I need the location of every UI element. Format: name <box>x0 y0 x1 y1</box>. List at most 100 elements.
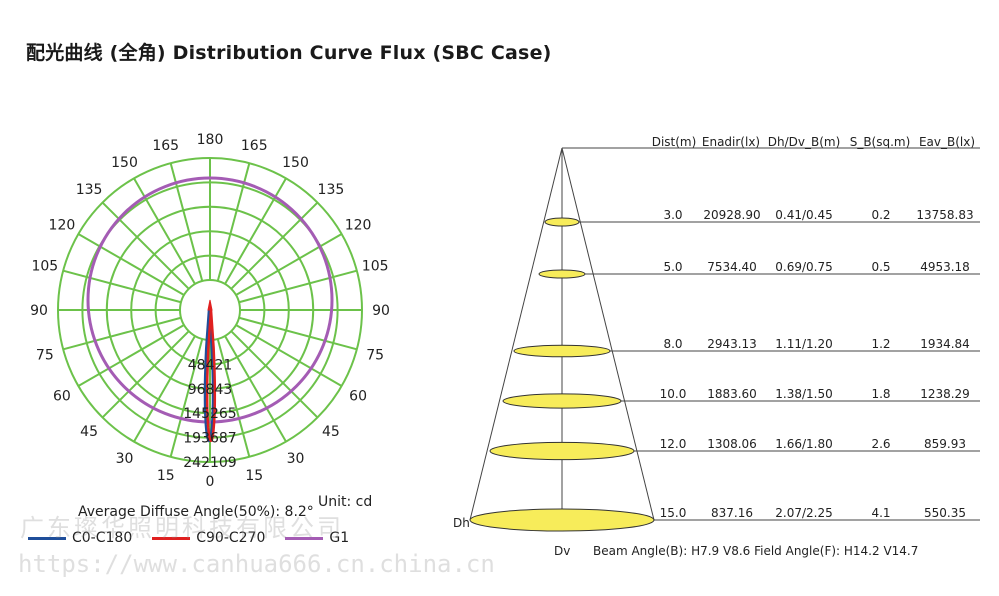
grid-spoke <box>77 233 185 296</box>
cone-header-label: Enadir(lx) <box>702 135 760 149</box>
grid-spoke <box>235 324 343 387</box>
cone-edge-right <box>561 147 655 521</box>
angle-tick-label: 45 <box>80 424 98 440</box>
cone-table: Dist(m) Enadir(lx) Dh/Dv_B(m) S_B(sq.m) Eav_… <box>652 135 975 520</box>
angle-tick-label: 150 <box>111 155 138 171</box>
grid-spoke <box>62 316 182 351</box>
angle-tick-label: 120 <box>345 218 372 234</box>
beam-top-tip <box>207 299 213 311</box>
watermark-url: https://www.canhua666.cn.china.cn <box>18 550 495 578</box>
angle-tick-label: 30 <box>116 451 134 467</box>
cone-table-cell: 1.8 <box>871 387 890 401</box>
angle-tick-label: 135 <box>318 182 345 198</box>
cone-diagram: Dist(m) Enadir(lx) Dh/Dv_B(m) S_B(sq.m) Eav_… <box>453 135 980 558</box>
polar-series <box>86 176 334 443</box>
angle-tick-label: 120 <box>49 218 76 234</box>
cone-table-cell: 20928.90 <box>703 208 760 222</box>
angle-tick-label: 0 <box>206 474 215 490</box>
grid-spoke <box>230 201 319 290</box>
grid-spoke <box>216 338 251 458</box>
grid-spoke <box>230 330 319 419</box>
cone-edge-left <box>469 147 563 521</box>
angle-tick-label: 180 <box>197 132 224 148</box>
cone-header-label: Dh/Dv_B(m) <box>768 135 841 149</box>
angle-tick-label: 15 <box>245 468 263 484</box>
cone-section-ellipse <box>538 269 586 279</box>
cone-section-ellipse <box>489 441 635 461</box>
cone-table-cell: 1.66/1.80 <box>775 437 832 451</box>
cone-table-cell: 1883.60 <box>707 387 757 401</box>
angle-tick-label: 75 <box>366 347 384 363</box>
grid-spoke <box>133 335 196 443</box>
angle-tick-label: 105 <box>362 259 389 275</box>
legend: C0-C180 C90-C270 G1 <box>28 528 369 548</box>
cone-section-ellipse <box>513 344 611 358</box>
grid-spoke <box>238 316 358 351</box>
cone-table-cell: 1308.06 <box>707 437 757 451</box>
grid-spoke <box>224 335 287 443</box>
series-g1 <box>86 176 334 424</box>
cone-table-cell: 1.2 <box>871 337 890 351</box>
grid-spoke <box>62 269 182 304</box>
cone-table-cell: 1238.29 <box>920 387 970 401</box>
legend-label-c90: C90-C270 <box>196 530 266 546</box>
cone-table-cell: 2.07/2.25 <box>775 506 832 520</box>
angle-tick-label: 135 <box>76 182 103 198</box>
cone-table-cell: 2943.13 <box>707 337 757 351</box>
radial-tick-label: 145265 <box>183 406 236 422</box>
series-c90-c270 <box>205 309 217 443</box>
cone-section-ellipse <box>544 217 580 227</box>
angle-tick-label: 45 <box>322 424 340 440</box>
cone-table-cell: 837.16 <box>711 506 753 520</box>
radial-tick-label: 96843 <box>188 382 233 398</box>
beam-angle-label: Beam Angle(B): H7.9 V8.6 Field Angle(F):… <box>593 544 918 558</box>
cone-lines <box>469 147 980 531</box>
grid-spoke <box>238 269 358 304</box>
grid-spoke <box>101 201 190 290</box>
unit-label: Unit: cd <box>318 494 372 510</box>
angle-tick-label: 150 <box>282 155 309 171</box>
dh-label: Dh <box>453 516 470 530</box>
page-title: 配光曲线 (全角) Distribution Curve Flux (SBC C… <box>26 42 552 64</box>
dv-label: Dv <box>554 544 570 558</box>
angle-tick-label: 15 <box>157 468 175 484</box>
legend-item-c90: C90-C270 <box>152 530 265 546</box>
watermark-company: 广东璨华照明科技有限公司 <box>20 514 344 542</box>
cone-table-cell: 5.0 <box>663 260 682 274</box>
cone-table-cell: 13758.83 <box>916 208 973 222</box>
cone-ellipses <box>469 217 655 532</box>
cone-table-cell: 3.0 <box>663 208 682 222</box>
cone-table-cell: 550.35 <box>924 506 966 520</box>
polar-radial-labels: 48421 96843 145265 193687 242109 <box>183 357 236 471</box>
grid-spoke <box>101 330 190 419</box>
angle-tick-label: 90 <box>372 303 390 319</box>
cone-table-cell: 0.69/0.75 <box>775 260 832 274</box>
angle-tick-label: 75 <box>36 347 54 363</box>
cone-table-cell: 859.93 <box>924 437 966 451</box>
angle-tick-label: 60 <box>53 389 71 405</box>
cone-table-cell: 15.0 <box>660 506 687 520</box>
polar-angle-labels: 180 1651501351201059075604530150153045607… <box>30 132 390 490</box>
cone-table-cell: 8.0 <box>663 337 682 351</box>
angle-tick-label: 30 <box>287 451 305 467</box>
legend-item-c0: C0-C180 <box>28 530 132 546</box>
radial-tick-label: 48421 <box>188 357 233 373</box>
angle-tick-label: 105 <box>31 259 58 275</box>
legend-swatch-g1 <box>285 536 324 540</box>
angle-tick-label: 90 <box>30 303 48 319</box>
cone-header-label: Eav_B(lx) <box>919 135 975 149</box>
cone-table-cell: 12.0 <box>660 437 687 451</box>
cone-table-cell: 4953.18 <box>920 260 970 274</box>
grid-spoke <box>169 338 204 458</box>
legend-swatch-c90 <box>152 536 191 540</box>
radial-tick-label: 193687 <box>183 431 236 447</box>
cone-table-cell: 1934.84 <box>920 337 970 351</box>
cone-header-label: Dist(m) <box>652 135 697 149</box>
legend-item-g1: G1 <box>285 530 349 546</box>
legend-swatch-c0 <box>28 536 66 540</box>
legend-label-c0: C0-C180 <box>72 530 133 546</box>
grid-spoke <box>77 324 185 387</box>
cone-table-cell: 7534.40 <box>707 260 757 274</box>
angle-tick-label: 60 <box>349 389 367 405</box>
